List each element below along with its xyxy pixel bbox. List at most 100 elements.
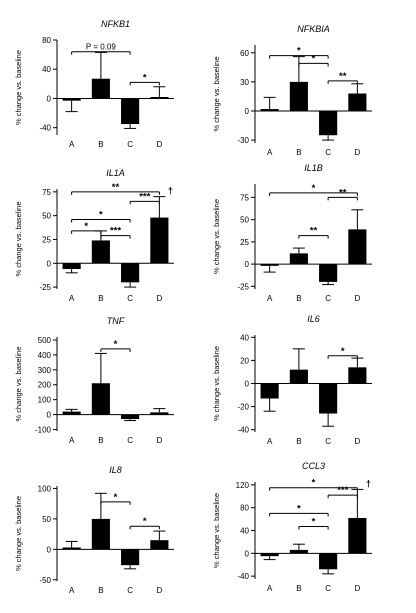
y-tick-label: 0 xyxy=(47,411,52,420)
bar-b xyxy=(289,369,308,384)
y-tick-label: -50 xyxy=(39,576,51,585)
chart-panel-nfkbia: NFKBIA % change vs. baseline -30 0 30 60 A B C D *… xyxy=(212,24,372,157)
significance-label: ** xyxy=(339,71,347,82)
x-tick-label: A xyxy=(267,437,273,446)
x-tick-label: A xyxy=(69,436,75,445)
y-tick-label: 200 xyxy=(38,381,52,390)
significance-label: * xyxy=(84,221,88,232)
significance-label: ** xyxy=(112,182,120,193)
x-tick-label: C xyxy=(127,140,133,149)
bar-d xyxy=(150,412,169,415)
y-tick-label: 50 xyxy=(42,212,51,221)
bar-d xyxy=(348,93,367,111)
x-tick-label: C xyxy=(325,148,331,157)
significance-label: * xyxy=(312,183,316,194)
significance-label: *** xyxy=(110,226,121,237)
bar-b xyxy=(91,518,110,550)
significance-label: * xyxy=(312,53,316,64)
y-axis-label: % change vs. baseline xyxy=(14,496,23,571)
bar-b xyxy=(289,81,308,111)
y-tick-label: -20 xyxy=(237,403,249,412)
bar-a xyxy=(260,553,279,557)
bar-a xyxy=(62,263,81,269)
bar-c xyxy=(319,383,338,414)
x-tick-label: D xyxy=(156,140,162,149)
y-axis-label: % change vs. baseline xyxy=(14,201,23,276)
y-tick-label: 80 xyxy=(240,504,249,513)
y-tick-label: 400 xyxy=(38,351,52,360)
x-tick-label: B xyxy=(296,437,301,446)
bar-d xyxy=(348,367,367,384)
x-tick-label: D xyxy=(354,584,360,593)
chart-panel-il1a: IL1A % change vs. baseline -25 0 25 50 75 A B C D *… xyxy=(14,168,174,303)
x-tick-label: A xyxy=(267,148,273,157)
significance-label: ** xyxy=(339,187,347,198)
chart-title: IL1B xyxy=(304,163,323,173)
y-tick-label: 120 xyxy=(236,481,250,490)
significance-label: * xyxy=(114,492,118,503)
significance-label: * xyxy=(143,72,147,83)
bar-a xyxy=(260,383,279,399)
y-tick-label: 0 xyxy=(47,545,52,554)
bar-c xyxy=(319,264,338,282)
y-tick-label: 75 xyxy=(240,193,249,202)
bar-a xyxy=(62,98,81,101)
dagger-marker: † xyxy=(168,186,173,197)
x-tick-label: D xyxy=(354,294,360,303)
y-tick-label: 60 xyxy=(240,49,249,58)
bar-c xyxy=(121,549,140,566)
y-tick-label: -25 xyxy=(237,282,249,291)
bar-d xyxy=(150,540,169,550)
x-tick-label: B xyxy=(98,436,103,445)
x-tick-label: A xyxy=(69,586,75,595)
y-tick-label: -40 xyxy=(237,572,249,581)
x-tick-label: A xyxy=(267,294,273,303)
y-axis-label: % change vs. baseline xyxy=(212,199,221,274)
x-tick-label: C xyxy=(127,586,133,595)
y-tick-label: 50 xyxy=(42,515,51,524)
bar-b xyxy=(289,549,308,554)
chart-panel-nfkb1: NFKB1 % change vs. baseline -40 0 40 80 A B C D P … xyxy=(14,19,174,149)
y-tick-label: 40 xyxy=(240,333,249,342)
y-axis-label: % change vs. baseline xyxy=(14,50,23,125)
chart-title: IL8 xyxy=(109,465,122,475)
y-tick-label: 300 xyxy=(38,366,52,375)
significance-label: * xyxy=(297,46,301,57)
bar-b xyxy=(91,78,110,99)
y-tick-label: 0 xyxy=(245,380,250,389)
y-tick-label: 0 xyxy=(245,549,250,558)
chart-panel-il8: IL8 % change vs. baseline -50 0 50 100 A B C D * * xyxy=(14,465,174,595)
x-tick-label: B xyxy=(98,586,103,595)
y-tick-label: 25 xyxy=(42,235,51,244)
chart-title: NFKB1 xyxy=(101,19,130,29)
y-tick-label: 40 xyxy=(240,527,249,536)
y-tick-label: 100 xyxy=(38,484,52,493)
significance-label: *** xyxy=(337,485,348,496)
bar-c xyxy=(319,110,338,136)
x-tick-label: B xyxy=(98,294,103,303)
chart-title: CCL3 xyxy=(302,461,325,471)
x-tick-label: C xyxy=(127,436,133,445)
y-tick-label: 30 xyxy=(240,78,249,87)
bar-d xyxy=(150,97,169,99)
bar-b xyxy=(289,253,308,265)
significance-label: *** xyxy=(139,191,150,202)
bar-c xyxy=(319,553,338,570)
x-tick-label: A xyxy=(267,584,273,593)
y-tick-label: 50 xyxy=(240,216,249,225)
significance-label: P = 0.09 xyxy=(86,43,116,52)
bar-c xyxy=(121,98,140,125)
x-tick-label: D xyxy=(156,294,162,303)
x-tick-label: C xyxy=(325,294,331,303)
bar-a xyxy=(260,264,279,266)
x-tick-label: D xyxy=(354,437,360,446)
x-tick-label: C xyxy=(325,437,331,446)
chart-title: IL6 xyxy=(307,314,320,324)
bar-d xyxy=(150,217,169,264)
chart-title: IL1A xyxy=(106,168,125,178)
chart-panel-tnf: TNF % change vs. baseline -100 0 100 200 300 40… xyxy=(14,316,174,445)
x-tick-label: A xyxy=(69,140,75,149)
y-tick-label: 0 xyxy=(245,260,250,269)
y-tick-label: -25 xyxy=(39,283,51,292)
